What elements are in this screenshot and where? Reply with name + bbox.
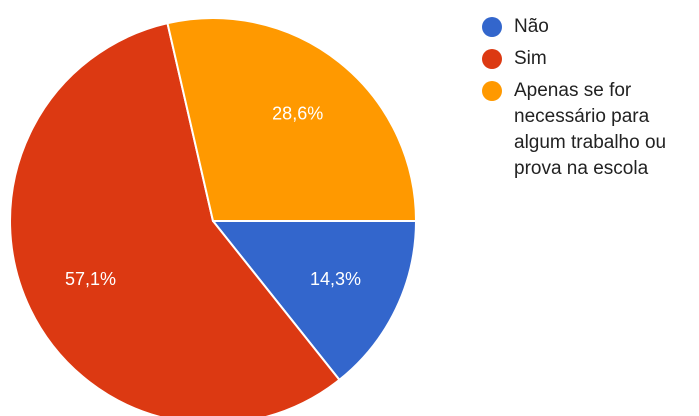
legend-label-nao: Não [514,16,549,37]
legend-swatch-nao [482,17,502,37]
legend-label-sim: Sim [514,48,547,69]
pie-slice-label-apenas: 28,6% [272,103,323,123]
legend-swatch-apenas [482,81,502,101]
pie-slice-nao[interactable] [210,220,418,382]
pie-slice-sim[interactable] [9,21,341,416]
legend-item-apenas[interactable]: Apenas se for necessário para algum trab… [482,78,697,182]
legend-item-sim[interactable]: Sim [482,46,697,72]
legend-swatch-sim [482,49,502,69]
legend-item-nao[interactable]: Não [482,14,697,40]
pie-slices [9,17,418,416]
chart-legend: Não Sim Apenas se for necessário para al… [482,14,697,188]
pie-slice-apenas[interactable] [166,17,418,222]
pie-slice-label-nao: 14,3% [310,269,361,289]
pie-slice-label-sim: 57,1% [65,269,116,289]
legend-label-apenas: Apenas se for necessário para algum trab… [514,80,667,179]
pie-slice-labels: 14,3% 57,1% 28,6% [65,103,361,289]
